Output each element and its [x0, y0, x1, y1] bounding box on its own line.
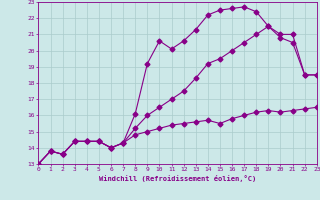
X-axis label: Windchill (Refroidissement éolien,°C): Windchill (Refroidissement éolien,°C): [99, 175, 256, 182]
